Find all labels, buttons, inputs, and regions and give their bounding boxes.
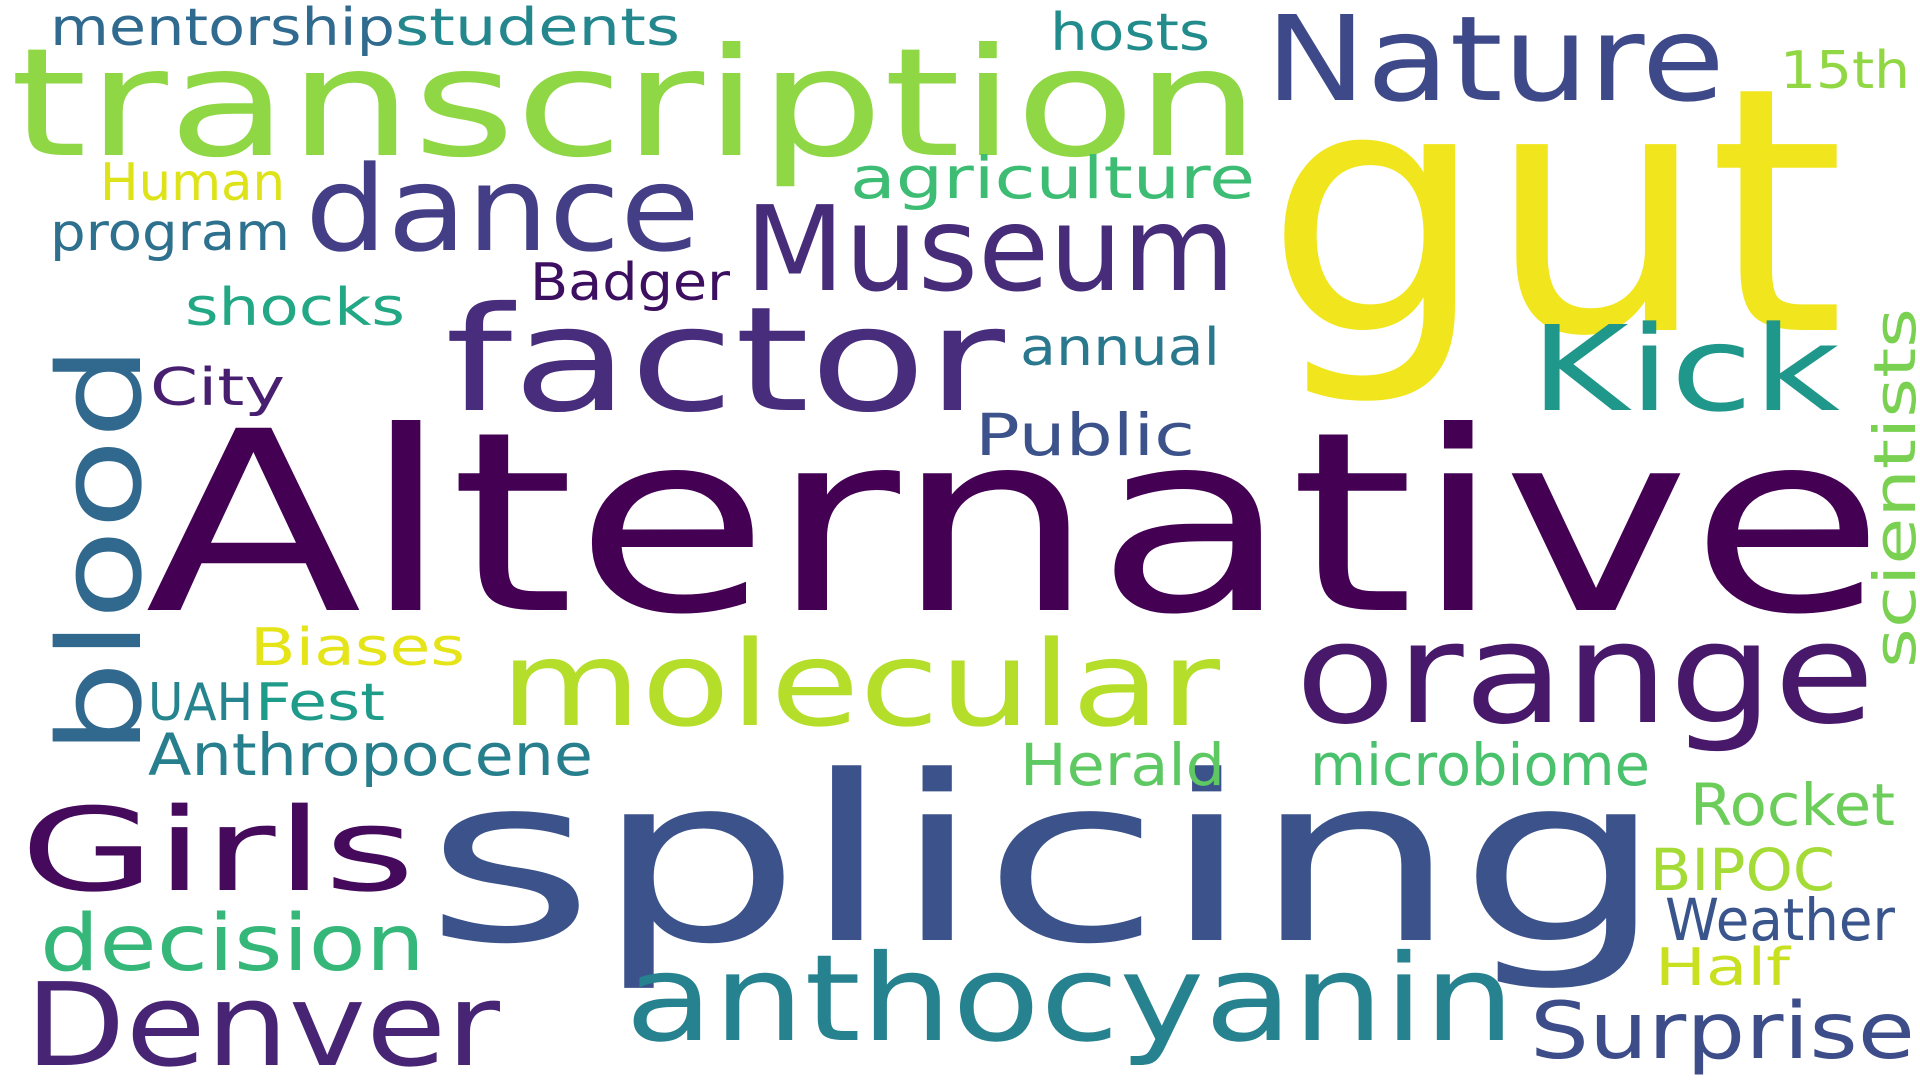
word-program: program [50, 203, 290, 263]
word-kick: Kick [1530, 300, 1840, 438]
word-uah: UAH [148, 673, 253, 733]
word-students: students [395, 0, 680, 58]
word-15th: 15th [1780, 41, 1910, 101]
word-half: Half [1655, 938, 1792, 998]
word-splicing: splicing [425, 728, 1665, 995]
word-herald: Herald [1020, 731, 1225, 799]
word-factor: factor [445, 276, 1005, 445]
word-nature: Nature [1265, 0, 1725, 128]
word-museum: Museum [745, 180, 1235, 318]
word-anthropocene: Anthropocene [148, 721, 593, 789]
word-microbiome: microbiome [1310, 731, 1650, 799]
word-molecular: molecular [500, 615, 1221, 753]
word-biases: Biases [250, 618, 465, 678]
word-annual: annual [1020, 318, 1220, 378]
word-weather: Weather [1665, 886, 1895, 954]
word-blood: blood [34, 345, 168, 755]
word-human: Human [100, 153, 285, 213]
word-dance: dance [305, 140, 700, 278]
word-badger: Badger [530, 253, 731, 313]
word-alternative: Alternative [145, 378, 1885, 669]
word-scientists: scientists [1861, 308, 1920, 668]
word-anthocyanin: anthocyanin [625, 930, 1515, 1069]
word-city: City [150, 358, 285, 418]
word-agriculture: agriculture [850, 144, 1255, 212]
word-public: Public [975, 401, 1195, 469]
word-rocket: Rocket [1690, 771, 1895, 839]
word-surprise: Surprise [1530, 987, 1915, 1077]
word-girls: Girls [20, 784, 415, 918]
word-mentorship: mentorship [50, 0, 395, 58]
word-orange: orange [1295, 593, 1875, 756]
word-hosts: hosts [1050, 3, 1210, 63]
word-shocks: shocks [185, 278, 405, 338]
word-fest: Fest [255, 673, 385, 733]
word-denver: Denver [25, 959, 501, 1080]
word-decision: decision [40, 899, 425, 989]
word-gut: gut [1265, 15, 1845, 411]
word-bipoc: BIPOC [1650, 836, 1835, 904]
word-transcription: transcription [10, 17, 1260, 191]
